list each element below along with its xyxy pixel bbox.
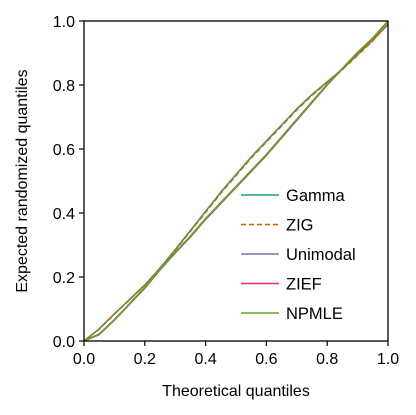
y-tick-label: 0.2 (53, 270, 75, 287)
legend-item-gamma: Gamma (241, 187, 346, 205)
x-axis-label: Theoretical quantiles (162, 383, 310, 400)
y-axis-label: Expected randomized quantiles (14, 69, 31, 292)
x-tick-label: 0.2 (134, 351, 156, 368)
legend-item-npmle: NPMLE (241, 305, 343, 323)
y-tick-label: 0.4 (53, 206, 75, 223)
plot-frame (83, 20, 389, 342)
series-line-npmle (84, 21, 388, 341)
y-tick-label: 1.0 (53, 14, 75, 31)
ticks-layer: 0.0 0.2 0.4 0.6 0.8 1.0 0.0 0.2 0.4 0.6 0.8 1.0 (53, 14, 399, 368)
legend-item-zief: ZIEF (241, 276, 322, 294)
y-tick-label: 0.0 (53, 334, 75, 351)
legend-label: Gamma (286, 187, 346, 205)
y-tick-label: 0.6 (53, 142, 75, 159)
x-tick-label: 0.0 (73, 351, 95, 368)
series-line-zig (84, 23, 388, 341)
series-line-gamma (84, 23, 388, 341)
x-tick-label: 1.0 (377, 351, 399, 368)
legend-label: ZIG (286, 217, 314, 235)
x-tick-label: 0.4 (194, 351, 216, 368)
legend: Gamma ZIG Unimodal ZIEF NPMLE (241, 187, 356, 323)
legend-label: NPMLE (286, 305, 343, 323)
x-tick-label: 0.8 (316, 351, 338, 368)
legend-label: Unimodal (286, 246, 356, 264)
legend-item-zig: ZIG (241, 217, 314, 235)
series-layer (84, 21, 388, 341)
x-tick-label: 0.6 (255, 351, 277, 368)
legend-label: ZIEF (286, 276, 322, 294)
y-tick-label: 0.8 (53, 78, 75, 95)
legend-item-unimodal: Unimodal (241, 246, 356, 264)
